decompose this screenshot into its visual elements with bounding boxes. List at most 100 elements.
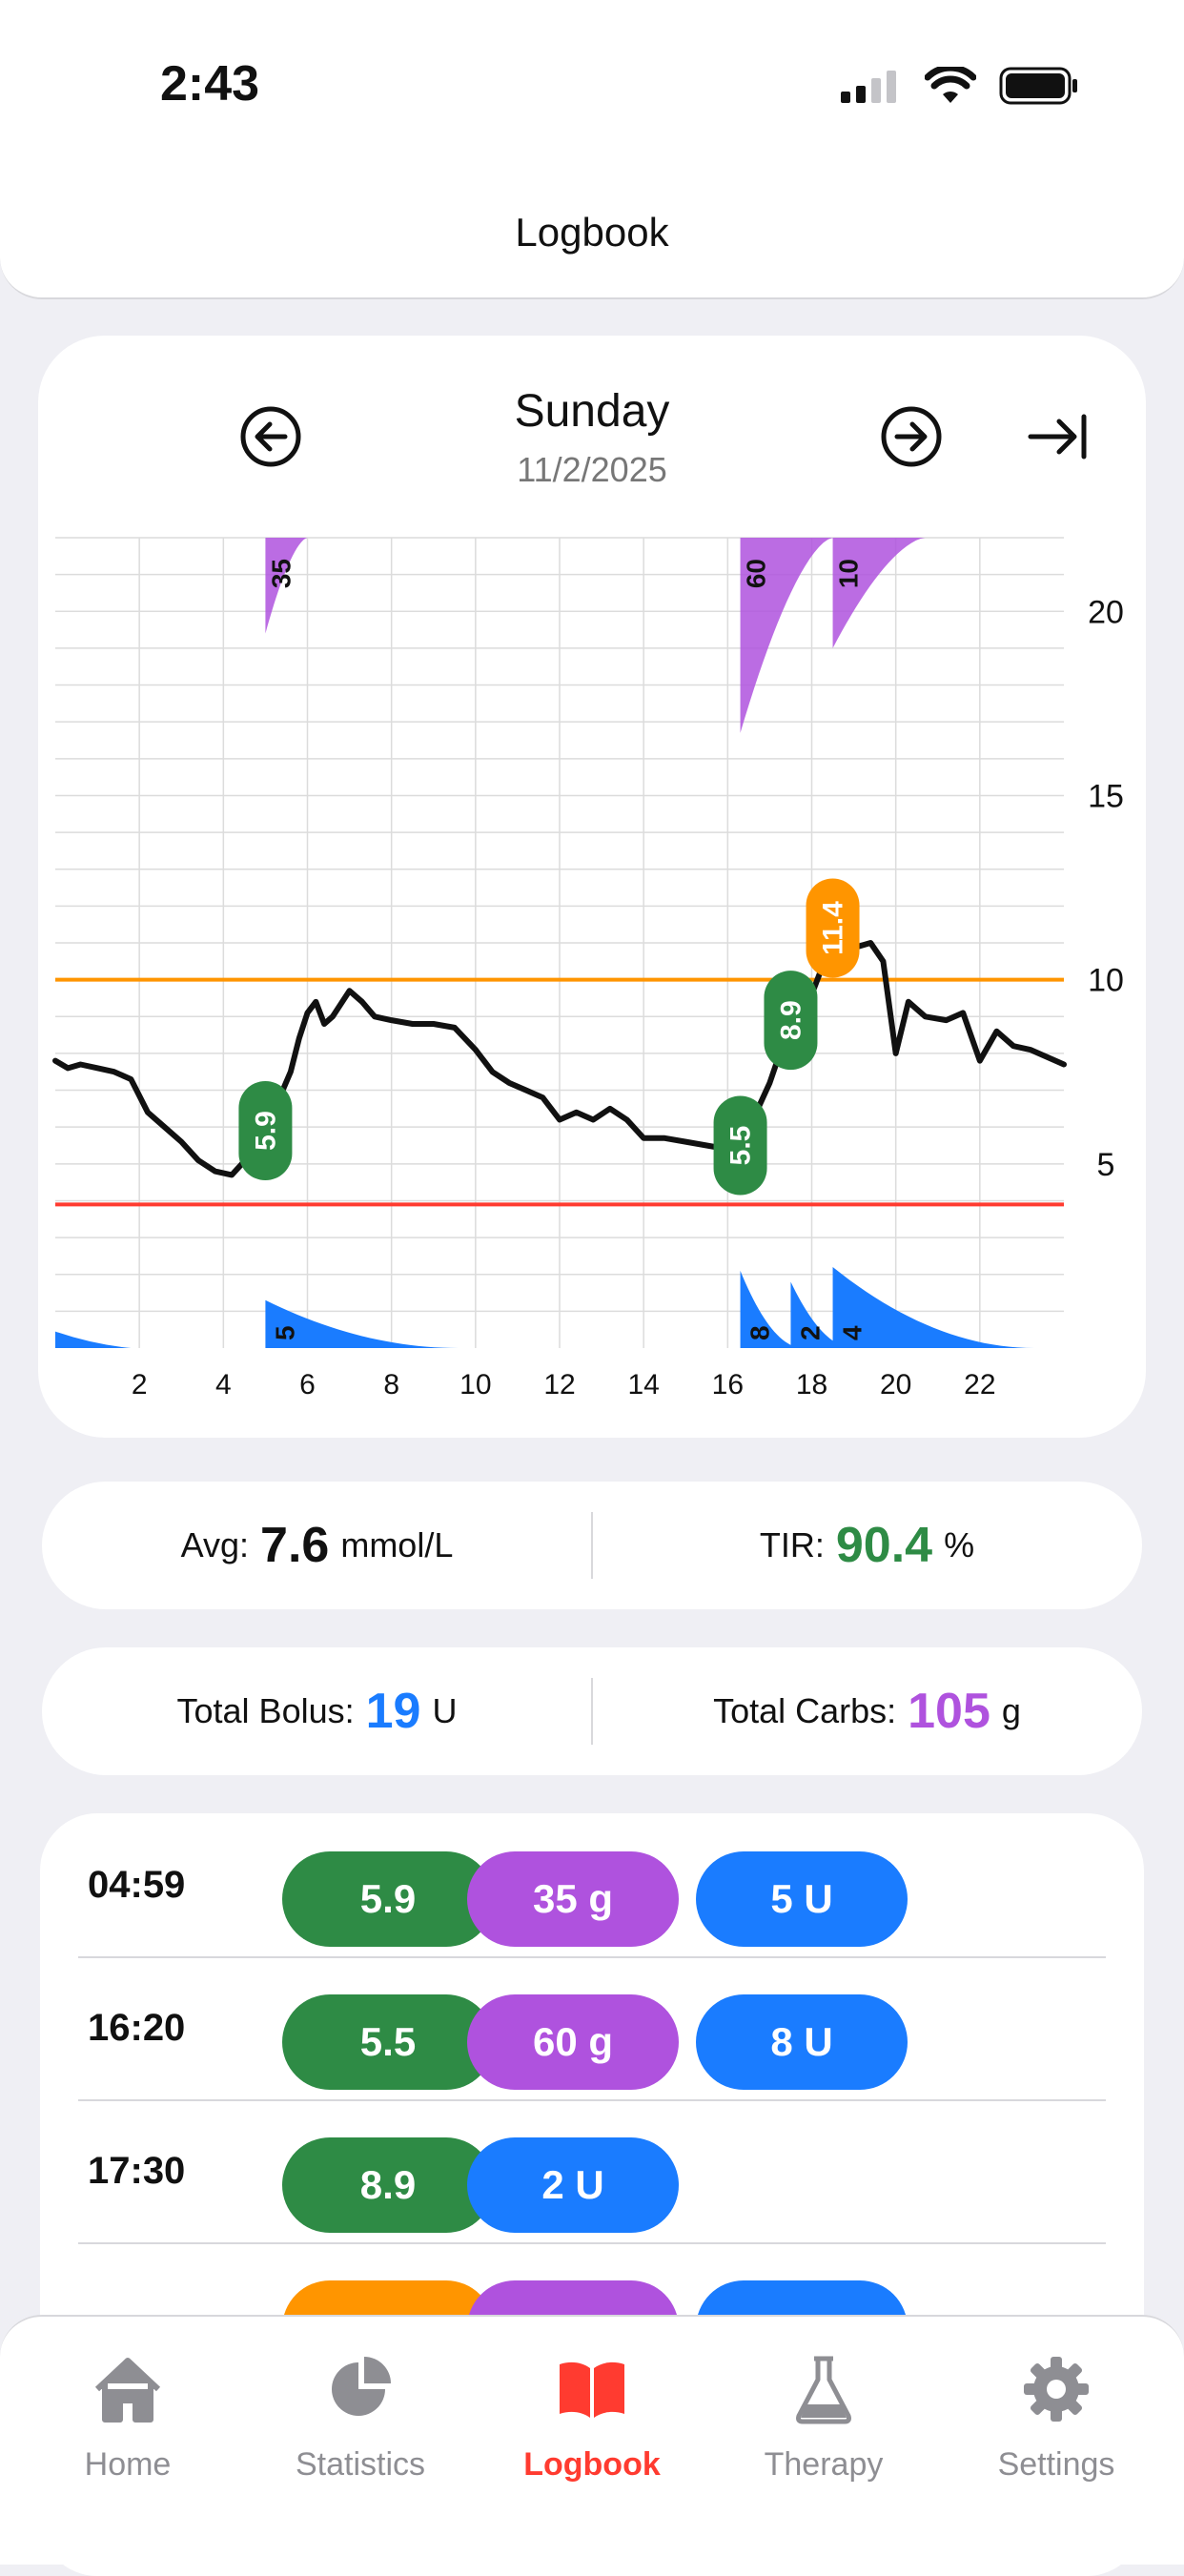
summary-divider <box>591 1512 593 1579</box>
carbs-label: 10 <box>834 559 864 588</box>
avg-value: 7.6 <box>260 1518 330 1573</box>
totals-summary: Total Bolus: 19 U Total Carbs: 105 g <box>42 1647 1142 1775</box>
total-bolus-label: Total Bolus: <box>176 1691 355 1730</box>
status-time: 2:43 <box>160 56 260 112</box>
log-entry-row[interactable]: 16:20 5.5 60 g 8 U <box>78 1956 1106 2101</box>
x-tick-label: 4 <box>215 1369 232 1400</box>
tir-unit: % <box>944 1525 975 1564</box>
y-tick-label: 15 <box>1088 778 1124 814</box>
jump-to-today-button[interactable] <box>1024 402 1092 471</box>
book-icon <box>560 2361 624 2418</box>
total-carbs-unit: g <box>1001 1691 1021 1730</box>
glucose-chip[interactable]: 5.9 <box>282 1851 494 1947</box>
flask-icon <box>796 2356 851 2424</box>
bolus-insulin-area <box>265 1299 459 1348</box>
carbs-chip[interactable]: 35 g <box>467 1851 679 1947</box>
x-tick-label: 22 <box>964 1369 995 1400</box>
carbs-absorption-area <box>265 538 308 634</box>
x-tick-label: 18 <box>796 1369 827 1400</box>
x-tick-label: 20 <box>880 1369 911 1400</box>
date-subtitle: 11/2/2025 <box>517 450 667 489</box>
x-tick-label: 2 <box>132 1369 148 1400</box>
tab-settings[interactable]: Settings <box>938 2351 1174 2484</box>
entry-time: 04:59 <box>88 1864 186 1906</box>
tab-bar: Home Statistics Logbook Therapy <box>0 2315 1184 2565</box>
bolus-label: 5 <box>270 1325 299 1340</box>
x-tick-label: 8 <box>383 1369 399 1400</box>
carbs-chip[interactable]: 60 g <box>467 1994 679 2090</box>
battery-icon <box>999 67 1077 105</box>
gear-icon <box>1024 2357 1089 2422</box>
glucose-reading-label: 5.5 <box>725 1126 757 1166</box>
house-icon <box>94 2358 161 2423</box>
bolus-label: 8 <box>745 1325 775 1340</box>
x-tick-label: 16 <box>712 1369 744 1400</box>
log-entry-row[interactable]: 17:30 8.9 2 U <box>78 2099 1106 2244</box>
glucose-reading-label: 5.9 <box>250 1111 281 1151</box>
arrow-left-circle-icon <box>240 406 301 467</box>
glucose-chip[interactable]: 8.9 <box>282 2137 494 2233</box>
tab-logbook[interactable]: Logbook <box>474 2351 710 2484</box>
y-tick-label: 10 <box>1088 963 1124 999</box>
y-tick-label: 5 <box>1097 1147 1115 1183</box>
tab-label: Home <box>84 2446 172 2483</box>
tir-value: 90.4 <box>835 1518 933 1573</box>
x-tick-label: 14 <box>627 1369 659 1400</box>
entry-time: 17:30 <box>88 2150 186 2192</box>
avg-label: Avg: <box>180 1525 250 1564</box>
x-tick-label: 12 <box>543 1369 575 1400</box>
tab-label: Logbook <box>523 2446 661 2483</box>
tab-therapy[interactable]: Therapy <box>705 2351 942 2484</box>
total-bolus-value: 19 <box>365 1684 421 1739</box>
cellular-signal-icon <box>841 71 896 103</box>
x-tick-label: 10 <box>459 1369 491 1400</box>
tab-label: Statistics <box>295 2446 426 2483</box>
total-bolus-summary: Total Bolus: 19 U <box>42 1647 592 1775</box>
arrow-to-end-icon <box>1028 414 1087 460</box>
arrow-right-circle-icon <box>881 406 942 467</box>
tab-label: Therapy <box>764 2446 884 2483</box>
entry-time: 16:20 <box>88 2007 186 2049</box>
log-entry-row[interactable]: 04:59 5.9 35 g 5 U <box>78 1813 1106 1958</box>
top-bar: 2:43 Logbook <box>0 0 1184 299</box>
bolus-label: 2 <box>795 1325 825 1340</box>
bolus-insulin-area <box>790 1281 854 1348</box>
chart-card: Sunday 11/2/2025 35 60 10 5 8 2 4 5.9 5.5 8.9 11.4… <box>38 336 1146 1438</box>
previous-day-button[interactable] <box>236 402 305 471</box>
carbs-absorption-area <box>740 538 833 733</box>
wifi-icon <box>925 67 976 103</box>
total-carbs-value: 105 <box>908 1684 990 1739</box>
glucose-line <box>52 925 1067 1178</box>
nav-title: Logbook <box>515 210 669 255</box>
glucose-chart: 35 60 105 8 2 45.9 5.58.911.42 4 6 8 10 12 14 16 18 20 2… <box>52 537 1124 1400</box>
carbs-label: 60 <box>742 559 771 588</box>
tab-home[interactable]: Home <box>10 2351 246 2484</box>
bolus-chip[interactable]: 2 U <box>467 2137 679 2233</box>
glucose-reading-capsule <box>764 971 818 1071</box>
glucose-reading-label: 11.4 <box>818 901 849 955</box>
average-summary: Avg: 7.6 mmol/L <box>42 1482 592 1609</box>
carbs-absorption-area <box>832 538 926 648</box>
bolus-label: 4 <box>838 1325 868 1340</box>
tab-label: Settings <box>997 2446 1115 2483</box>
bolus-insulin-area <box>740 1270 804 1348</box>
bolus-chip[interactable]: 5 U <box>696 1851 908 1947</box>
bolus-chip[interactable]: 8 U <box>696 1994 908 2090</box>
next-day-button[interactable] <box>877 402 946 471</box>
total-carbs-summary: Total Carbs: 105 g <box>592 1647 1142 1775</box>
glucose-reading-capsule <box>806 878 860 978</box>
glucose-chip[interactable]: 5.5 <box>282 1994 494 2090</box>
status-icons <box>841 67 1079 105</box>
tir-summary: TIR: 90.4 % <box>592 1482 1142 1609</box>
avg-unit: mmol/L <box>340 1525 454 1564</box>
glucose-reading-capsule <box>713 1095 767 1196</box>
tab-statistics[interactable]: Statistics <box>242 2351 479 2484</box>
bolus-insulin-area <box>832 1267 1035 1348</box>
y-tick-label: 20 <box>1088 594 1124 630</box>
bolus-insulin-area <box>55 1331 132 1348</box>
total-carbs-label: Total Carbs: <box>713 1691 897 1730</box>
day-title: Sunday <box>514 386 670 437</box>
glucose-reading-label: 8.9 <box>775 1000 806 1040</box>
pie-chart-icon <box>332 2357 391 2416</box>
average-tir-summary: Avg: 7.6 mmol/L TIR: 90.4 % <box>42 1482 1142 1609</box>
